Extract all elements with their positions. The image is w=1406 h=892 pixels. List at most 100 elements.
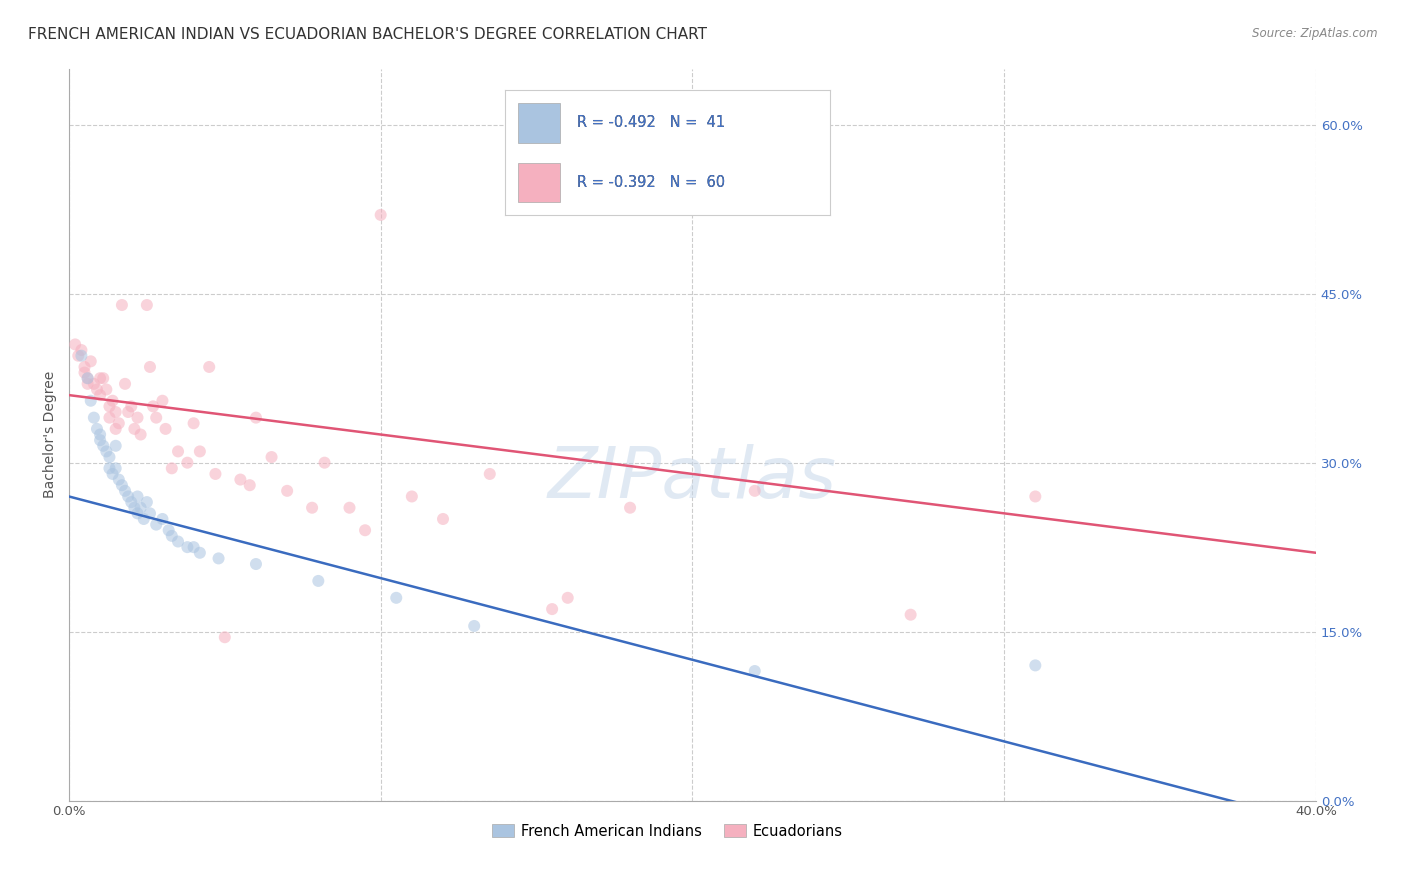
Point [135,298,157,312]
Point [83,376,105,391]
Point [104,461,127,475]
Point [478,467,501,481]
Point [245,557,267,571]
Point [1024,490,1046,504]
Point [98,400,121,414]
Point [117,490,139,504]
Point [80,354,103,368]
Point [70,343,93,357]
Point [114,483,136,498]
Point [160,461,183,475]
Point [229,473,252,487]
Point [401,490,423,504]
Point [370,208,392,222]
Point [541,602,564,616]
Point [129,427,152,442]
Point [245,410,267,425]
Point [80,393,103,408]
Point [314,456,336,470]
Point [129,500,152,515]
Point [63,337,86,351]
Point [155,422,177,436]
Point [301,500,323,515]
Point [307,574,329,588]
Point [139,507,162,521]
Point [91,371,114,385]
Point [167,534,190,549]
Point [176,540,198,554]
Point [114,376,136,391]
Point [152,393,174,408]
Point [101,393,124,408]
Point [73,366,96,380]
Point [127,410,149,425]
Point [70,349,93,363]
Point [276,483,298,498]
Point [744,664,766,678]
Point [117,405,139,419]
Point [96,383,118,397]
Point [167,444,190,458]
Point [124,422,146,436]
Point [183,417,205,431]
Text: ZIPatlas: ZIPatlas [548,444,837,513]
Point [157,523,180,537]
Point [120,495,142,509]
Point [86,422,108,436]
Point [176,456,198,470]
Point [86,383,108,397]
Point [188,546,211,560]
Point [432,512,454,526]
Point [111,478,134,492]
Point [67,349,90,363]
Point [76,371,98,385]
Point [127,507,149,521]
Point [89,371,111,385]
Point [188,444,211,458]
Point [111,298,134,312]
Point [91,439,114,453]
Point [104,439,127,453]
Point [160,529,183,543]
Point [135,495,157,509]
Point [204,467,226,481]
Point [619,500,641,515]
Point [73,359,96,374]
Point [139,359,162,374]
Point [96,444,118,458]
Point [557,591,579,605]
Point [183,540,205,554]
Point [107,417,129,431]
Point [463,619,485,633]
Point [120,400,142,414]
Text: Source: ZipAtlas.com: Source: ZipAtlas.com [1253,27,1378,40]
Point [89,433,111,447]
Point [98,461,121,475]
Point [89,388,111,402]
Point [101,467,124,481]
Point [104,405,127,419]
Point [260,450,283,464]
Point [127,490,149,504]
Point [104,422,127,436]
Point [198,359,221,374]
Point [145,410,167,425]
Point [98,410,121,425]
Point [1024,658,1046,673]
Point [239,478,262,492]
Point [98,450,121,464]
Text: FRENCH AMERICAN INDIAN VS ECUADORIAN BACHELOR'S DEGREE CORRELATION CHART: FRENCH AMERICAN INDIAN VS ECUADORIAN BAC… [28,27,707,42]
Point [76,376,98,391]
Point [142,400,165,414]
Point [124,500,146,515]
Point [339,500,361,515]
Point [83,410,105,425]
Point [385,591,408,605]
Point [214,630,236,644]
Point [107,473,129,487]
Point [132,512,155,526]
Point [145,517,167,532]
Point [354,523,377,537]
Y-axis label: Bachelor's Degree: Bachelor's Degree [44,371,58,498]
Legend: French American Indians, Ecuadorians: French American Indians, Ecuadorians [486,818,849,845]
